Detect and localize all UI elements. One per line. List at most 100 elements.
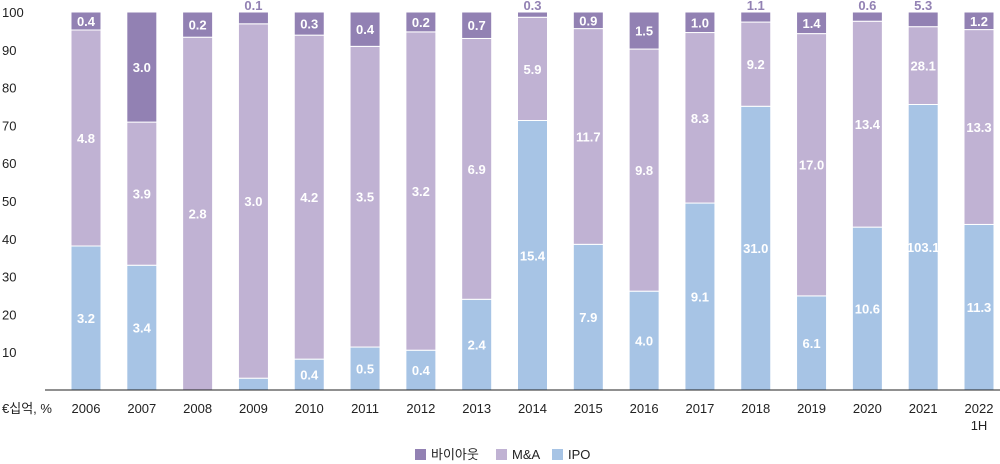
data-label: 9.8	[635, 163, 653, 178]
bar-segment-바이아웃	[70, 11, 102, 31]
x-tick-label: 1H	[971, 418, 988, 433]
data-label: 5.3	[914, 0, 932, 13]
bar-segment-바이아웃	[907, 11, 939, 28]
x-tick-label: 2015	[574, 401, 603, 416]
bar-segment-IPO	[963, 223, 995, 391]
bar-2006: 3.2 4.8 0.4	[70, 11, 102, 391]
bar-segment-M&A	[126, 121, 158, 266]
data-label: 9.2	[747, 57, 765, 72]
legend-swatch	[552, 449, 563, 460]
bar-2014: 15.4 5.9 0.3	[517, 0, 548, 391]
data-label: 0.4	[300, 368, 319, 383]
x-tick-label: 2006	[72, 401, 101, 416]
bar-segment-바이아웃	[851, 11, 883, 22]
x-tick-label: 2016	[630, 401, 659, 416]
data-label: 3.9	[133, 187, 151, 202]
bar-segment-IPO	[126, 264, 158, 391]
bar-segment-바이아웃	[461, 11, 493, 39]
data-label: 17.0	[799, 158, 824, 173]
legend-label: M&A	[512, 447, 541, 462]
legend-item-IPO: IPO	[552, 447, 590, 462]
data-label: 2.8	[189, 207, 207, 222]
data-label: 3.0	[244, 194, 262, 209]
data-label: 9.1	[691, 290, 709, 305]
data-label: 11.3	[967, 300, 992, 315]
y-tick-label: 30	[2, 270, 16, 285]
data-label: 3.2	[77, 311, 95, 326]
data-label: 0.4	[77, 14, 96, 29]
data-label: 3.5	[356, 190, 374, 205]
bar-segment-바이아웃	[182, 11, 214, 38]
bar-segment-IPO	[517, 120, 548, 391]
x-tick-label: 2010	[295, 401, 324, 416]
bar-segment-IPO	[293, 358, 325, 391]
bar-segment-IPO	[349, 346, 381, 391]
data-label: 0.3	[300, 17, 318, 32]
bar-2021: 103.1 28.1 5.3	[907, 0, 939, 391]
y-tick-label: 70	[2, 118, 16, 133]
data-label: 0.2	[412, 15, 430, 30]
data-label: 0.1	[244, 0, 262, 13]
data-label: 0.2	[189, 18, 207, 33]
data-label: 2.4	[468, 338, 487, 353]
bar-segment-바이아웃	[405, 11, 437, 33]
x-tick-label: 2012	[406, 401, 435, 416]
bar-2022: 11.3 13.3 1.2	[963, 11, 995, 391]
y-axis: 10 20 30 40 50 60 70 80 90 100	[2, 5, 24, 360]
bar-2015: 7.9 11.7 0.9	[572, 11, 604, 391]
y-tick-label: 80	[2, 81, 16, 96]
data-label: 11.7	[576, 129, 601, 144]
x-tick-label: 2018	[741, 401, 770, 416]
legend-item-바이아웃: 바이아웃	[415, 447, 479, 462]
data-label: 15.4	[520, 248, 546, 263]
bar-segment-M&A	[517, 16, 548, 121]
data-label: 10.6	[855, 302, 880, 317]
bar-2017: 9.1 8.3 1.0	[684, 11, 716, 391]
x-tick-label: 2009	[239, 401, 268, 416]
bar-segment-M&A	[405, 31, 437, 351]
bar-segment-M&A	[293, 34, 325, 360]
data-label: 0.4	[356, 22, 375, 37]
y-tick-label: 100	[2, 5, 24, 20]
bar-segment-M&A	[796, 33, 828, 297]
y-tick-label: 40	[2, 232, 16, 247]
bar-segment-바이아웃	[349, 11, 381, 47]
data-label: 7.9	[579, 310, 597, 325]
x-tick-label: 2022	[965, 401, 994, 416]
axis-unit-label: €십억, %	[2, 401, 52, 416]
bar-segment-바이아웃	[237, 11, 269, 25]
bar-segment-M&A	[963, 29, 995, 225]
bar-2016: 4.0 9.8 1.5	[628, 11, 660, 391]
bar-segment-바이아웃	[628, 11, 660, 50]
data-label: 3.2	[412, 184, 430, 199]
x-tick-label: 2014	[518, 401, 547, 416]
y-tick-label: 50	[2, 194, 16, 209]
legend: 바이아웃 M&A IPO	[415, 447, 590, 462]
bar-2012: 0.4 3.2 0.2	[405, 11, 437, 391]
x-tick-label: 2013	[462, 401, 491, 416]
x-tick-label: 2017	[685, 401, 714, 416]
data-label: 6.1	[803, 336, 821, 351]
bar-segment-M&A	[572, 28, 604, 245]
data-label: 0.5	[356, 362, 374, 377]
bar-segment-M&A	[628, 48, 660, 292]
bar-2009: 0.13.00.1	[237, 0, 269, 391]
data-label: 13.3	[966, 120, 991, 135]
x-tick-label: 2020	[853, 401, 882, 416]
bar-segment-M&A	[461, 37, 493, 300]
bars: 3.24.80.43.43.93.02.80.20.13.00.10.44.20…	[70, 0, 995, 391]
data-label: 0.3	[523, 0, 541, 13]
legend-label: IPO	[568, 447, 590, 462]
legend-swatch	[496, 449, 507, 460]
bar-segment-IPO	[237, 377, 269, 391]
data-label: 1.1	[747, 0, 765, 13]
data-label: 28.1	[911, 59, 936, 74]
data-label: 1.4	[803, 16, 822, 31]
bar-2007: 3.4 3.9 3.0	[126, 11, 158, 391]
bar-segment-M&A	[684, 32, 716, 204]
legend-item-M&A: M&A	[496, 447, 541, 462]
data-label: 31.0	[743, 241, 768, 256]
bar-segment-바이아웃	[684, 11, 716, 34]
data-label: 3.0	[133, 60, 151, 75]
bar-segment-바이아웃	[293, 11, 325, 36]
